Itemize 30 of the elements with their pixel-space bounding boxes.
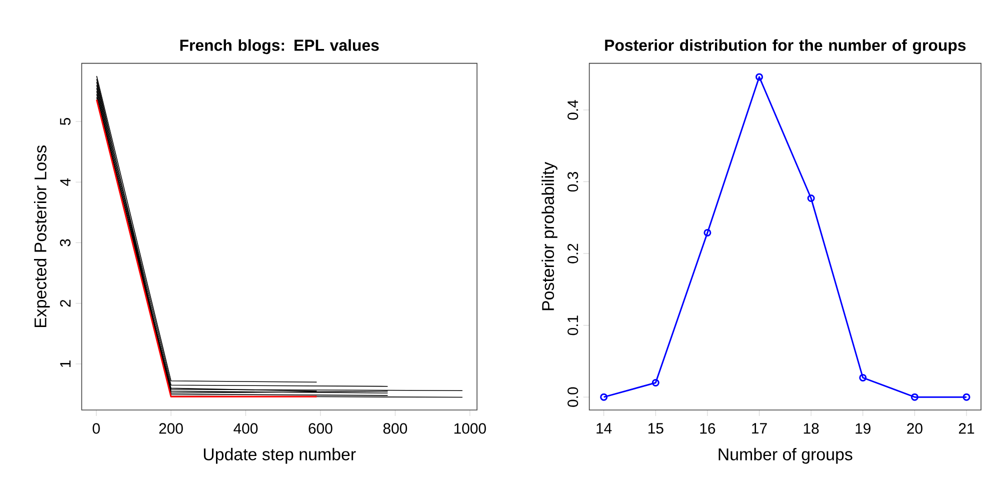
x-tick-label: 18 xyxy=(804,423,819,434)
y-tick-label: 0.0 xyxy=(568,387,578,407)
y-tick-label: 0.3 xyxy=(568,172,578,192)
x-axis-title: Number of groups xyxy=(718,448,852,464)
chart-title: Posterior distribution for the number of groups xyxy=(605,39,966,54)
x-tick-label: 16 xyxy=(700,423,716,434)
x-tick-label: 1000 xyxy=(454,423,486,434)
x-axis-title: Update step number xyxy=(204,448,356,464)
x-tick-label: 600 xyxy=(308,423,332,434)
y-tick-label: 0.4 xyxy=(568,100,578,120)
y-tick-label: 4 xyxy=(60,178,71,186)
x-tick-label: 0 xyxy=(92,423,100,434)
x-tick-label: 14 xyxy=(596,423,612,434)
chart-title: French blogs: EPL values xyxy=(180,39,379,54)
x-tick-label: 20 xyxy=(907,423,922,434)
x-tick-label: 17 xyxy=(752,423,767,434)
x-tick-label: 21 xyxy=(958,423,974,434)
x-tick-label: 19 xyxy=(856,423,870,434)
y-tick-label: 1 xyxy=(60,360,71,367)
y-axis-title: Expected Posterior Loss xyxy=(34,146,50,328)
y-tick-label: 0.1 xyxy=(568,316,578,336)
y-axis-title: Posterior probability xyxy=(542,162,558,310)
x-tick-label: 15 xyxy=(648,423,664,434)
x-tick-label: 200 xyxy=(159,423,183,434)
y-tick-label: 2 xyxy=(60,300,71,307)
y-tick-label: 3 xyxy=(60,239,71,246)
x-tick-label: 400 xyxy=(234,423,258,434)
y-tick-label: 5 xyxy=(60,118,71,126)
y-tick-label: 0.2 xyxy=(568,244,578,264)
x-tick-label: 800 xyxy=(383,423,408,434)
